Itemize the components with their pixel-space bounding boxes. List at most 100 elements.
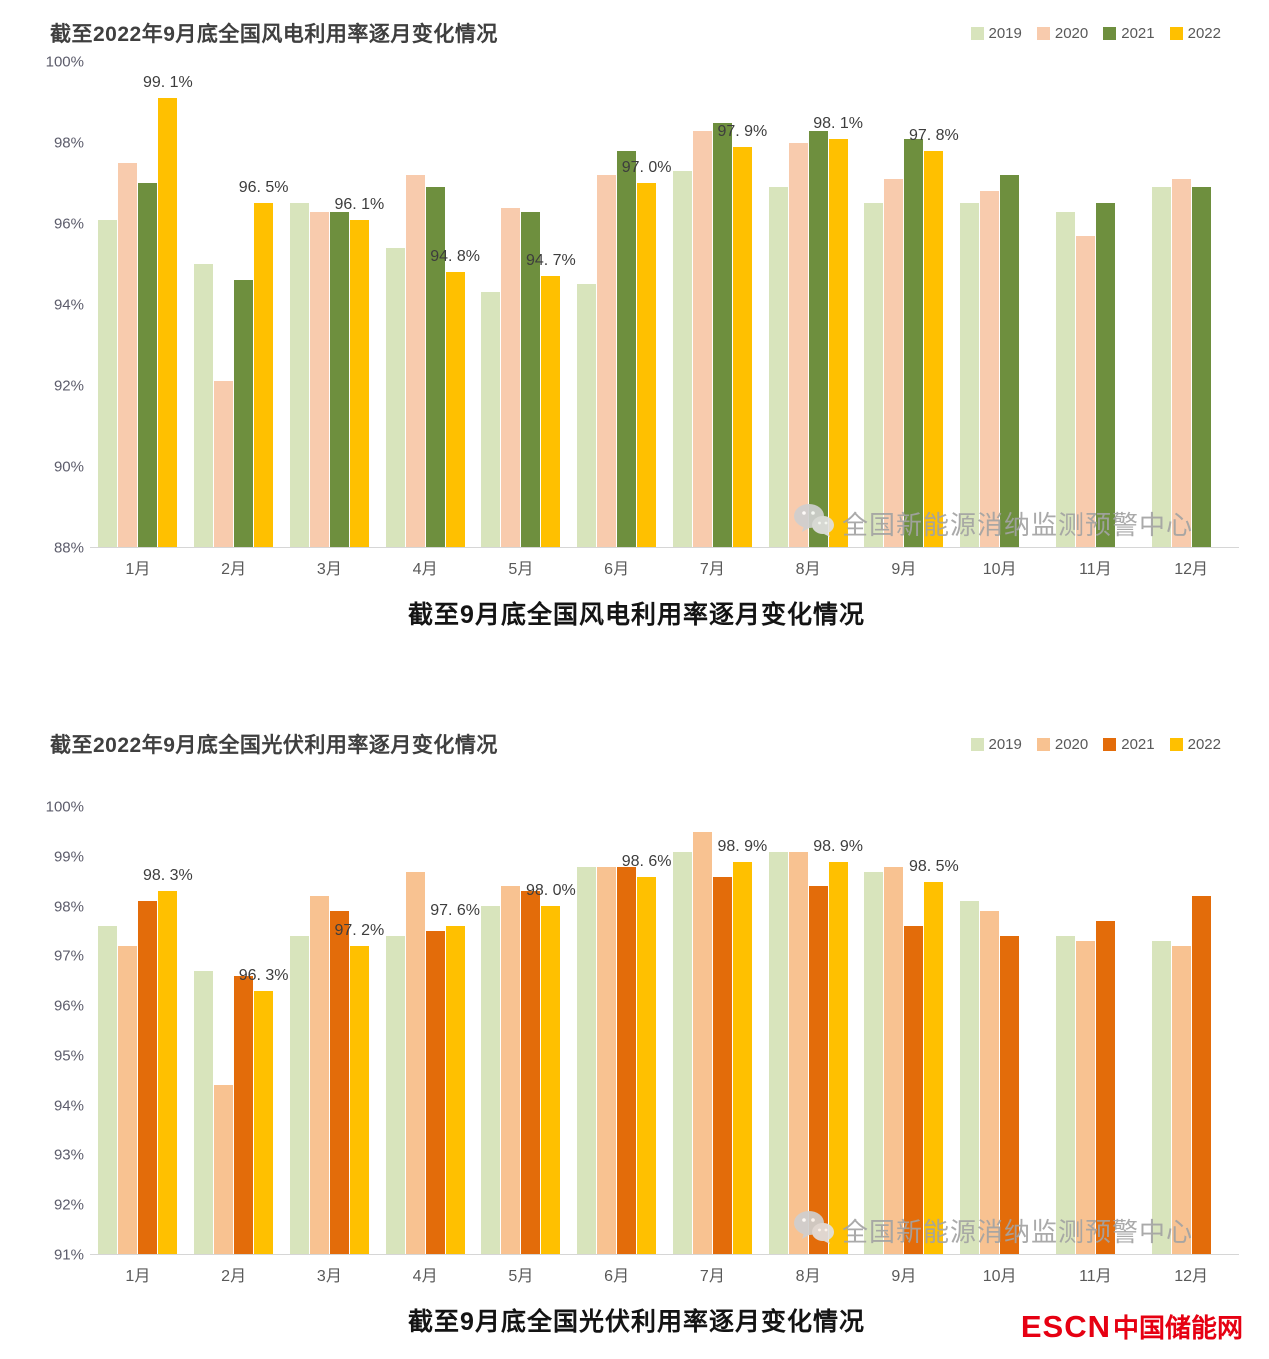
bar-2021-7月	[712, 876, 732, 1254]
bar-2019-9月	[864, 871, 884, 1254]
pv-chart-title: 截至2022年9月底全国光伏利用率逐月变化情况	[50, 734, 498, 757]
bar-2021-10月	[1000, 936, 1020, 1254]
bar-2020-8月	[788, 851, 808, 1254]
bar-2021-9月	[904, 926, 924, 1254]
wind-plot-area: 99. 1% 96. 5% 96. 1% 94. 8% 94. 7% 97. 0% 97. …	[90, 62, 1239, 548]
bar-2021-12月	[1191, 187, 1211, 547]
bar-2020-5月	[501, 207, 521, 547]
data-label-3月: 97. 2%	[334, 922, 385, 940]
bar-group-11月	[1048, 62, 1144, 547]
y-axis-tick: 93%	[53, 1146, 84, 1164]
bar-2021-6月	[617, 150, 637, 547]
legend-item-2021: 2021	[1103, 25, 1155, 42]
data-label-8月: 98. 1%	[813, 114, 864, 132]
x-axis-label-5月: 5月	[508, 1268, 534, 1285]
bar-group-5月: 94. 7%	[473, 62, 576, 547]
bar-2021-4月	[425, 187, 445, 547]
bar-group-7月: 98. 9%	[665, 807, 767, 1254]
bar-group-3月: 96. 1%	[282, 62, 384, 547]
bar-2022-8月	[828, 861, 848, 1254]
wind-utilization-chart-section: 截至2022年9月底全国风电利用率逐月变化情况 2019 2020 2021 2022…	[34, 12, 1239, 631]
bar-group-2月: 96. 3%	[186, 807, 289, 1254]
bar-2020-10月	[980, 911, 1000, 1254]
bar-2022-8月	[828, 138, 848, 547]
bar-2022-4月	[445, 272, 465, 547]
bar-2021-5月	[521, 211, 541, 547]
data-label-2月: 96. 3%	[238, 966, 289, 984]
data-label-3月: 96. 1%	[334, 195, 385, 213]
bar-2022-6月	[637, 183, 657, 547]
escn-logo: ESCN 中国储能网	[1021, 1308, 1243, 1345]
legend-label: 2022	[1187, 735, 1221, 753]
x-axis-label-3月: 3月	[316, 1268, 342, 1285]
bar-group-2月: 96. 5%	[186, 62, 289, 547]
bar-2019-2月	[194, 970, 214, 1254]
bar-2020-1月	[118, 946, 138, 1254]
data-label-4月: 97. 6%	[430, 902, 481, 920]
pv-chart-legend: 2019 2020 2021 2022	[970, 735, 1221, 753]
bar-2020-4月	[405, 871, 425, 1254]
bar-2021-8月	[808, 130, 828, 547]
bar-2021-1月	[138, 183, 158, 547]
wind-x-axis-row: 1月 2月 3月 4月 5月 6月 7月 8月 9月 10月 11月 12月	[34, 548, 1239, 579]
bar-2020-5月	[501, 886, 521, 1254]
bar-2022-3月	[349, 946, 369, 1254]
pv-chart-caption: 截至9月底全国光伏利用率逐月变化情况	[408, 1308, 865, 1336]
watermark-text: 全国新能源消纳监测预警中心	[841, 510, 1193, 540]
bar-2019-5月	[481, 906, 501, 1254]
legend-label: 2019	[988, 24, 1022, 42]
data-label-5月: 94. 7%	[525, 252, 576, 270]
bar-group-11月	[1048, 807, 1144, 1254]
bar-2022-9月	[924, 881, 944, 1254]
bar-2019-10月	[960, 203, 980, 547]
x-axis-label-11月: 11月	[1079, 561, 1112, 578]
legend-item-2020: 2020	[1036, 735, 1089, 753]
bar-2022-9月	[924, 150, 944, 547]
bar-2022-4月	[445, 926, 465, 1254]
bar-2021-10月	[1000, 175, 1020, 547]
x-axis-label-11月: 11月	[1079, 1268, 1112, 1285]
pv-chart-header: 截至2022年9月底全国光伏利用率逐月变化情况 2019 2020 2021 2022	[34, 723, 1239, 759]
watermark-text: 全国新能源消纳监测预警中心	[841, 1217, 1193, 1247]
wind-plot-row: 88% 90% 92% 94% 96% 98% 100% 99. 1% 96. 5% 96. 1…	[34, 54, 1239, 557]
legend-swatch-2020	[1036, 26, 1050, 40]
legend-swatch-2020	[1036, 737, 1050, 751]
bar-group-3月: 97. 2%	[282, 807, 384, 1254]
bar-group-6月: 98. 6%	[569, 807, 672, 1254]
bar-group-9月: 98. 5%	[856, 807, 959, 1254]
bar-2019-2月	[194, 264, 214, 547]
pv-chart: 91% 92% 93% 94% 95% 96% 97% 98% 99% 100% 98. 3% 96…	[34, 799, 1239, 1286]
legend-label: 2020	[1054, 24, 1089, 42]
bar-2019-7月	[672, 851, 692, 1254]
bar-2021-2月	[234, 975, 254, 1254]
y-axis-tick: 99%	[53, 848, 84, 866]
y-axis-tick: 90%	[53, 458, 84, 476]
wind-chart-title: 截至2022年9月底全国风电利用率逐月变化情况	[50, 23, 498, 46]
data-label-7月: 97. 9%	[717, 122, 768, 140]
bar-2021-11月	[1095, 203, 1115, 547]
legend-label: 2020	[1054, 735, 1089, 753]
bar-2019-11月	[1055, 936, 1075, 1254]
legend-swatch-2022	[1169, 737, 1183, 751]
data-label-9月: 97. 8%	[908, 126, 959, 144]
bar-2021-9月	[904, 138, 924, 547]
bar-2020-2月	[214, 381, 234, 547]
bar-2020-12月	[1171, 946, 1191, 1254]
pv-x-axis: 1月 2月 3月 4月 5月 6月 7月 8月 9月 10月 11月 12月	[90, 1255, 1239, 1286]
legend-item-2019: 2019	[970, 24, 1022, 42]
pv-plot-area: 98. 3% 96. 3% 97. 2% 97. 6% 98. 0% 98. 6% 98. …	[90, 807, 1239, 1255]
bar-2021-3月	[329, 211, 349, 547]
bar-group-1月: 98. 3%	[90, 807, 193, 1254]
bar-group-10月	[952, 807, 1048, 1254]
wind-chart-caption: 截至9月底全国风电利用率逐月变化情况	[408, 601, 865, 629]
x-axis-label-2月: 2月	[221, 561, 247, 578]
x-axis-label-6月: 6月	[604, 1268, 630, 1285]
bar-2019-11月	[1055, 211, 1075, 547]
bar-2021-5月	[521, 891, 541, 1254]
bar-2019-10月	[960, 901, 980, 1254]
bar-group-9月: 97. 8%	[856, 62, 959, 547]
bar-2020-11月	[1075, 235, 1095, 547]
bar-2021-2月	[234, 280, 254, 547]
bar-2020-2月	[214, 1085, 234, 1254]
bar-group-1月: 99. 1%	[90, 62, 193, 547]
